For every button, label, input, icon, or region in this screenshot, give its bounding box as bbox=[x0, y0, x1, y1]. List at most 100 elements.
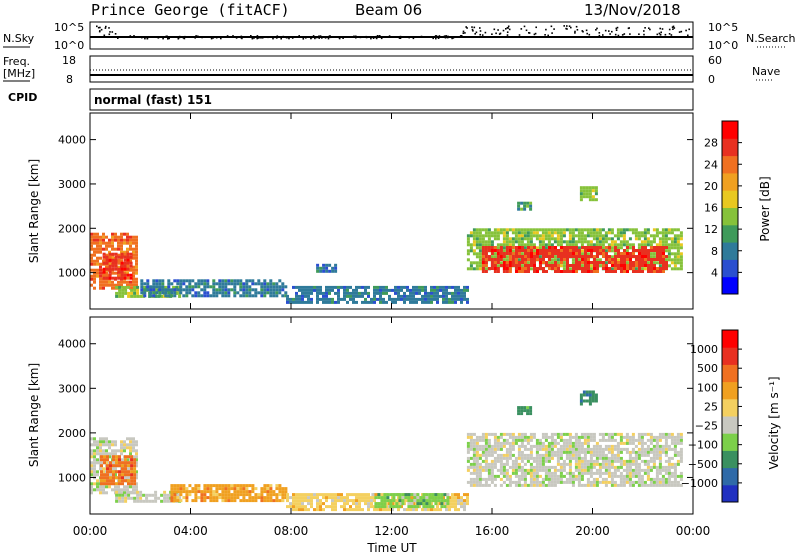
power-cell bbox=[469, 267, 473, 271]
power-region bbox=[517, 201, 533, 211]
power-cell bbox=[571, 237, 575, 241]
velocity-cbar-label: Velocity [m s⁻¹] bbox=[767, 376, 781, 469]
velocity-cell bbox=[90, 452, 93, 456]
power-cell bbox=[334, 269, 338, 273]
power-cell bbox=[620, 261, 623, 264]
velocity-cell bbox=[376, 508, 379, 512]
velocity-cell bbox=[541, 441, 545, 445]
velocity-cell bbox=[419, 499, 423, 503]
velocity-cell bbox=[628, 438, 632, 442]
velocity-cell bbox=[334, 502, 337, 506]
velocity-cell bbox=[475, 447, 479, 451]
power-cell bbox=[622, 228, 626, 232]
nsky-point bbox=[672, 28, 674, 30]
power-cell bbox=[108, 244, 111, 248]
velocity-cell bbox=[316, 496, 319, 500]
power-cell bbox=[533, 264, 536, 267]
power-cell bbox=[224, 291, 228, 295]
cpid-panel: CPID normal (fast) 151 bbox=[8, 88, 694, 111]
velocity-cell bbox=[490, 468, 494, 472]
velocity-cell bbox=[667, 447, 671, 451]
velocity-cell bbox=[628, 471, 632, 475]
velocity-cell bbox=[484, 438, 488, 442]
velocity-cell bbox=[619, 447, 623, 451]
power-cell bbox=[102, 270, 106, 274]
velocity-cell bbox=[550, 471, 554, 475]
power-cell bbox=[114, 283, 117, 287]
power-cell bbox=[566, 255, 569, 258]
velocity-cell bbox=[313, 496, 316, 500]
power-cell bbox=[667, 228, 671, 232]
power-cell bbox=[536, 258, 539, 261]
power-cell bbox=[582, 189, 586, 193]
velocity-cell bbox=[185, 493, 189, 497]
velocity-cell bbox=[377, 502, 381, 506]
power-cell bbox=[99, 280, 102, 284]
velocity-cell bbox=[478, 444, 482, 448]
velocity-cell bbox=[634, 468, 638, 472]
power-cell bbox=[679, 246, 683, 250]
power-cell bbox=[102, 258, 106, 262]
velocity-cell bbox=[254, 499, 258, 503]
velocity-cell bbox=[541, 462, 545, 466]
velocity-cell bbox=[284, 493, 288, 497]
power-cell bbox=[179, 288, 183, 292]
power-cell bbox=[469, 264, 473, 268]
velocity-cell bbox=[389, 505, 393, 509]
power-cell bbox=[515, 252, 518, 255]
velocity-cell bbox=[328, 496, 331, 500]
power-cell bbox=[99, 238, 102, 242]
power-cell bbox=[542, 270, 545, 273]
nsky-point bbox=[475, 31, 478, 34]
nsky-point bbox=[574, 30, 576, 33]
power-cell bbox=[535, 246, 539, 250]
power-cell bbox=[582, 195, 586, 199]
power-cell bbox=[194, 285, 198, 289]
velocity-cell bbox=[670, 471, 674, 475]
power-cell bbox=[490, 252, 494, 255]
velocity-cell bbox=[346, 493, 349, 497]
velocity-cell bbox=[664, 450, 668, 454]
nsky-point bbox=[523, 25, 526, 28]
velocity-cell bbox=[142, 499, 146, 503]
velocity-cell bbox=[502, 444, 506, 448]
velocity-cell bbox=[103, 473, 106, 477]
velocity-cell bbox=[386, 493, 390, 497]
power-cell bbox=[132, 253, 135, 257]
velocity-cell bbox=[111, 449, 114, 453]
nsky-point bbox=[177, 36, 180, 39]
velocity-cell bbox=[451, 493, 454, 497]
velocity-cell bbox=[550, 447, 554, 451]
power-cell bbox=[197, 282, 201, 286]
power-cell bbox=[93, 238, 96, 242]
power-cell bbox=[90, 253, 93, 257]
power-cell bbox=[129, 259, 132, 263]
velocity-cell bbox=[622, 480, 626, 484]
velocity-cell bbox=[517, 468, 521, 472]
velocity-cell bbox=[96, 470, 99, 474]
power-cell bbox=[611, 270, 614, 273]
nsky-point bbox=[133, 35, 135, 38]
velocity-cell bbox=[395, 502, 399, 506]
velocity-cell bbox=[520, 453, 524, 457]
power-cell bbox=[505, 258, 509, 262]
velocity-cell bbox=[553, 483, 557, 487]
power-cell bbox=[111, 261, 115, 265]
velocity-cell bbox=[544, 444, 548, 448]
nave-tick-top: 60 bbox=[708, 54, 722, 67]
power-cell bbox=[610, 243, 614, 247]
power-cell bbox=[524, 252, 527, 255]
velocity-cell bbox=[269, 484, 273, 488]
power-cell bbox=[658, 231, 662, 235]
velocity-cell bbox=[586, 435, 590, 439]
velocity-cell bbox=[93, 455, 96, 459]
power-cell bbox=[117, 265, 120, 269]
power-cell bbox=[135, 265, 138, 269]
power-cell bbox=[634, 234, 638, 238]
velocity-cell bbox=[398, 496, 402, 500]
power-cell bbox=[539, 261, 542, 264]
power-cell bbox=[625, 261, 629, 265]
power-cell bbox=[212, 294, 216, 298]
power-cell bbox=[158, 279, 162, 283]
velocity-cell bbox=[658, 483, 662, 487]
